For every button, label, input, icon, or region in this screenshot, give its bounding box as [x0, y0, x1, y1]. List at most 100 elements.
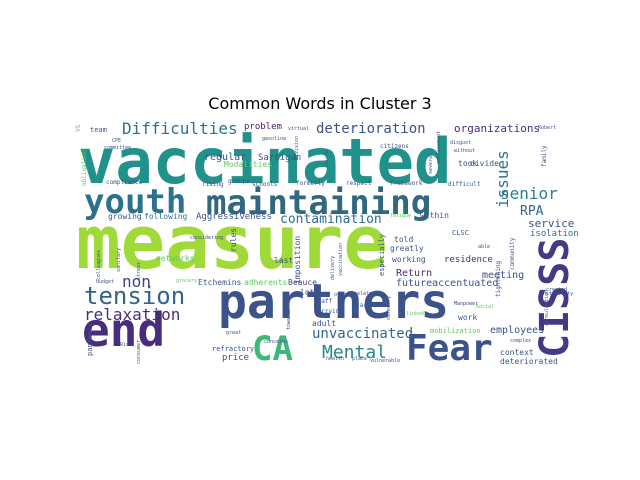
word-directly: directly: [386, 296, 392, 320]
word-formerly: formerly: [296, 180, 325, 187]
word-disgust: disgust: [450, 140, 471, 146]
word-tightening: tightening: [495, 260, 502, 297]
word-mobilization: mobilization: [430, 327, 481, 335]
word-return: Return: [396, 268, 432, 279]
word-fear: Fear: [406, 328, 493, 369]
word-fatigue: fatigue: [390, 213, 411, 219]
word-citizens: citizens: [380, 143, 409, 150]
word-organizations: organizations: [454, 122, 540, 135]
word-committee: committee: [104, 145, 131, 151]
word-manpower: Manpower: [454, 301, 478, 307]
word-told: told: [394, 235, 413, 244]
word-without: without: [454, 148, 475, 154]
word-concerns: concerns: [264, 339, 288, 345]
word-groups: groups: [228, 178, 250, 185]
word-measure: measure: [76, 200, 388, 286]
word-years: years: [210, 196, 225, 202]
word-cpe: CPE: [112, 138, 121, 144]
word-isolation: isolation: [530, 229, 579, 239]
word-residence: residence: [444, 255, 493, 265]
word-etchemins: Etchemins: [198, 278, 242, 287]
word-rise: Rise: [120, 342, 132, 348]
word-consultation: consultation: [544, 290, 550, 326]
word-pandemic: pandemic: [86, 322, 94, 356]
word-senior: senior: [500, 184, 558, 203]
word-grocery: grocery: [176, 278, 197, 284]
word-adherents: adherents: [244, 278, 288, 287]
word-deterioration: deterioration: [316, 121, 426, 137]
word-within: within: [420, 211, 449, 220]
word-colleagues: colleagues: [96, 250, 102, 280]
word-great: great: [226, 330, 241, 336]
word-contamination: contamination: [280, 212, 382, 227]
word-maintaining: maintaining: [206, 183, 431, 223]
word-adult: adult: [312, 319, 336, 328]
word-imposition: imposition: [293, 236, 302, 284]
word-end: end: [82, 303, 165, 357]
word-difficult: difficult: [448, 181, 481, 188]
word-considering: considering: [190, 235, 223, 241]
word-working: working: [392, 255, 426, 264]
word-vaccination: vaccination: [338, 243, 344, 276]
word-social: Social: [476, 304, 494, 310]
word-mental: Mental: [322, 342, 387, 363]
word-partners: partners: [218, 274, 449, 330]
word-vaccinated: vaccinated: [78, 125, 451, 198]
word-related: related: [354, 291, 375, 297]
word-able: able: [478, 244, 490, 250]
word-context: context: [500, 348, 534, 357]
word-took: took: [458, 159, 477, 168]
word-price: price: [222, 353, 249, 363]
word-greatly: greatly: [390, 244, 424, 253]
word-others: others: [334, 292, 352, 298]
word-budget: budget: [96, 279, 114, 285]
word-delivery: delivery: [330, 256, 336, 280]
word-team: team: [90, 126, 107, 134]
word-community: community: [509, 237, 516, 270]
word-clsc: CLSC: [452, 229, 469, 237]
word-deteriorated: deteriorated: [500, 357, 558, 366]
word-aggressiveness: Aggressiveness: [196, 212, 272, 222]
word-staff: staff: [314, 298, 332, 305]
word-following: following: [144, 212, 188, 221]
word-vulnerable: vulnerable: [370, 358, 400, 364]
word-lot: lot: [300, 288, 315, 297]
word-futureaccentuated: futureaccentuated: [396, 278, 498, 289]
word-regular: regular: [204, 152, 246, 163]
word-beauce: Beauce: [288, 278, 317, 287]
word-towards: towards: [286, 309, 292, 330]
word-employees: employees: [490, 325, 544, 336]
word-relaxation: relaxation: [84, 305, 180, 324]
word-obligation: obligation: [81, 149, 88, 186]
word-rpa: RPA: [520, 204, 544, 219]
word-divide: divide: [470, 159, 499, 168]
word-unvaccinated: unvaccinated: [312, 326, 413, 342]
word-ca: CA: [252, 329, 293, 369]
chart-title: Common Words in Cluster 3: [208, 94, 432, 113]
word-respect: respect: [346, 180, 372, 187]
word-consumer: consumer: [136, 340, 142, 364]
word-schools: schools: [252, 181, 278, 188]
word-networks: networks: [156, 254, 195, 263]
word-created: created: [546, 287, 567, 293]
word-issues: issues: [493, 150, 512, 208]
word-place: place: [352, 356, 367, 362]
word-youth: youth: [84, 182, 186, 222]
word-division: division: [294, 136, 300, 160]
word-gasoline: gasoline: [262, 136, 286, 142]
word-health: health: [326, 356, 344, 362]
word-sartigan: Sartigan: [258, 153, 301, 163]
word-confinement: confinement: [436, 131, 442, 164]
word-robert: Robert: [538, 125, 556, 131]
word-linked: linked: [406, 311, 424, 317]
word-last: last: [274, 256, 293, 265]
word-family: family: [541, 145, 548, 167]
word-rules: rules: [229, 228, 238, 252]
word-compliance: compliance: [106, 179, 143, 186]
word-refractory: refractory: [212, 345, 254, 353]
word-cisss: CISSS: [532, 238, 578, 358]
word-difficulties: Difficulties: [122, 119, 238, 138]
word-rising: rising: [202, 181, 224, 188]
